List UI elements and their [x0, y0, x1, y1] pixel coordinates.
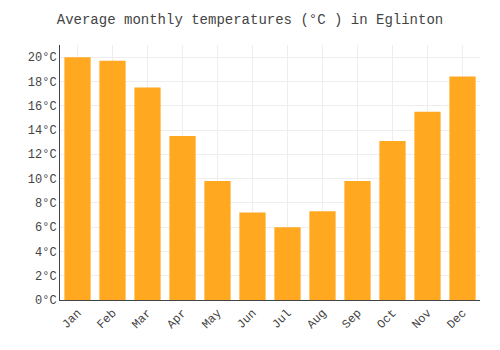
svg-text:Jan: Jan	[59, 307, 84, 332]
svg-text:Nov: Nov	[409, 307, 434, 332]
svg-text:May: May	[199, 307, 224, 332]
svg-text:16°C: 16°C	[28, 100, 57, 114]
svg-text:Sep: Sep	[339, 307, 364, 332]
svg-text:4°C: 4°C	[35, 246, 57, 260]
svg-text:8°C: 8°C	[35, 197, 57, 211]
svg-text:Average monthly temperatures (: Average monthly temperatures (°C ) in Eg…	[57, 12, 443, 28]
svg-text:Jul: Jul	[269, 307, 294, 332]
svg-text:20°C: 20°C	[28, 51, 57, 65]
svg-text:Oct: Oct	[374, 307, 399, 332]
svg-text:2°C: 2°C	[35, 270, 57, 284]
svg-text:Jun: Jun	[234, 307, 259, 332]
svg-text:14°C: 14°C	[28, 124, 57, 138]
svg-text:Aug: Aug	[304, 307, 329, 332]
svg-text:Mar: Mar	[129, 307, 154, 332]
svg-text:6°C: 6°C	[35, 221, 57, 235]
svg-text:Dec: Dec	[444, 307, 469, 332]
svg-text:Feb: Feb	[94, 307, 119, 332]
svg-text:18°C: 18°C	[28, 76, 57, 90]
svg-text:Apr: Apr	[164, 307, 189, 332]
svg-text:10°C: 10°C	[28, 173, 57, 187]
svg-text:0°C: 0°C	[35, 294, 57, 308]
svg-text:12°C: 12°C	[28, 148, 57, 162]
